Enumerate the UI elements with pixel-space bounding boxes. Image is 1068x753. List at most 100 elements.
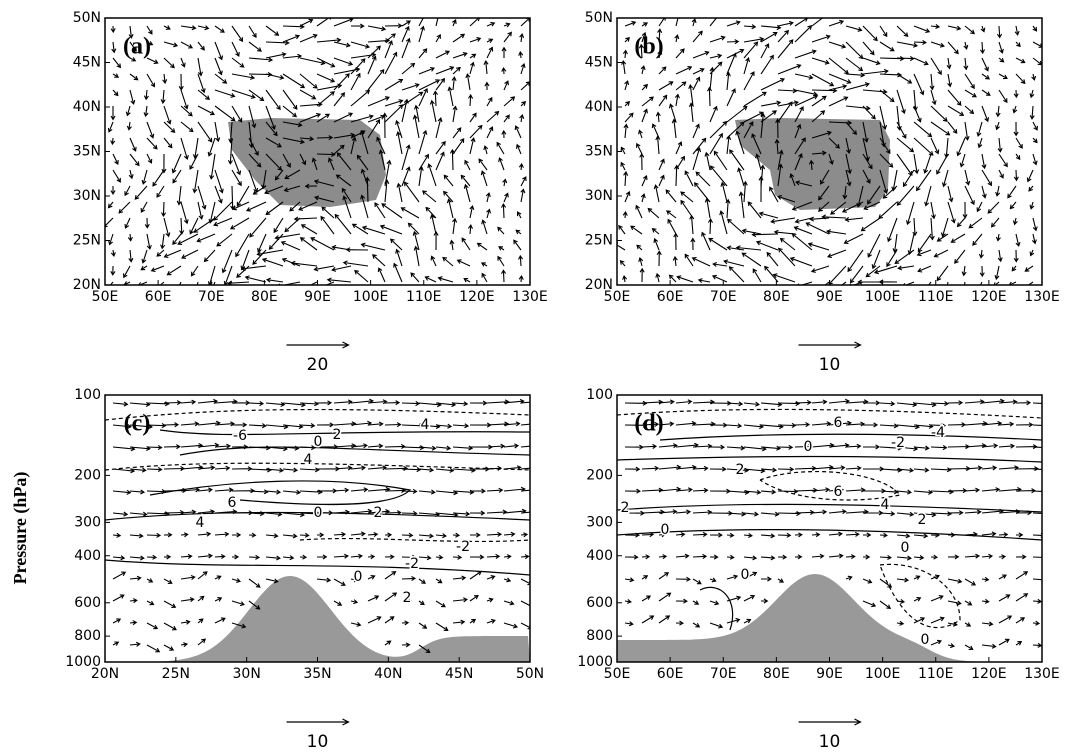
wind-vector bbox=[675, 141, 683, 155]
wind-vector bbox=[486, 509, 508, 515]
x-tick-label: 110E bbox=[918, 289, 954, 305]
wind-vector bbox=[896, 577, 910, 583]
wind-vector bbox=[456, 259, 471, 267]
wind-vector bbox=[789, 173, 796, 187]
wind-vector bbox=[936, 233, 949, 242]
wind-vector bbox=[503, 622, 519, 629]
wind-vector bbox=[623, 123, 629, 139]
wind-vector bbox=[658, 532, 667, 538]
wind-vector bbox=[964, 487, 981, 493]
wind-vector bbox=[624, 80, 630, 91]
wind-vector bbox=[486, 553, 501, 559]
wind-vector bbox=[930, 105, 948, 122]
wind-vector bbox=[350, 577, 359, 583]
wind-vector bbox=[128, 25, 134, 39]
wind-vector bbox=[1027, 281, 1034, 285]
wind-vector bbox=[692, 30, 703, 43]
y-tick-label: 800 bbox=[74, 628, 101, 644]
wind-vector bbox=[624, 101, 631, 107]
wind-vector bbox=[811, 399, 828, 405]
wind-vector bbox=[641, 443, 658, 449]
contour-line bbox=[699, 586, 734, 631]
wind-vector bbox=[684, 170, 694, 187]
wind-vector bbox=[129, 137, 137, 152]
wind-vector bbox=[401, 37, 411, 59]
wind-vector bbox=[384, 487, 406, 494]
x-tick-label: 25N bbox=[162, 666, 190, 682]
wind-vector bbox=[845, 25, 863, 32]
wind-vector bbox=[963, 41, 969, 50]
wind-vector bbox=[995, 121, 1000, 131]
wind-vector bbox=[367, 55, 377, 75]
wind-vector bbox=[172, 233, 182, 246]
wind-vector bbox=[214, 185, 223, 204]
panel bbox=[617, 18, 1042, 285]
wind-vector bbox=[997, 249, 1003, 263]
wind-vector bbox=[795, 180, 813, 187]
wind-vector bbox=[519, 33, 525, 43]
wind-vector bbox=[658, 443, 678, 449]
wind-vector bbox=[930, 137, 940, 155]
wind-vector bbox=[497, 226, 505, 235]
wind-vector bbox=[709, 132, 723, 155]
terrain bbox=[105, 576, 530, 662]
wind-vector bbox=[265, 153, 283, 171]
wind-vector bbox=[865, 265, 881, 278]
wind-vector bbox=[789, 256, 813, 267]
wind-vector bbox=[350, 443, 368, 449]
wind-vector bbox=[902, 169, 915, 188]
wind-vector bbox=[658, 158, 665, 171]
wind-vector bbox=[163, 41, 179, 48]
wind-vector bbox=[216, 233, 233, 247]
wind-vector bbox=[845, 443, 862, 449]
wind-vector bbox=[830, 201, 847, 215]
wind-vector bbox=[862, 600, 877, 608]
wind-vector bbox=[709, 488, 731, 494]
wind-vector bbox=[469, 554, 485, 560]
wind-vector bbox=[401, 98, 409, 123]
wind-vector bbox=[372, 254, 386, 267]
wind-vector bbox=[913, 137, 934, 156]
wind-vector bbox=[214, 597, 223, 602]
wind-vector bbox=[622, 49, 628, 59]
wind-vector bbox=[451, 76, 457, 91]
wind-vector bbox=[690, 237, 696, 251]
wind-vector bbox=[214, 73, 228, 84]
wind-vector bbox=[214, 169, 224, 194]
contour-label: 2 bbox=[374, 505, 383, 521]
wind-vector bbox=[483, 145, 489, 155]
wind-vector bbox=[486, 96, 493, 107]
wind-vector bbox=[964, 644, 974, 651]
wind-vector bbox=[483, 60, 489, 75]
wind-vector bbox=[738, 191, 745, 219]
wind-vector bbox=[658, 174, 665, 187]
x-tick-label: 110E bbox=[918, 666, 954, 682]
wind-vector bbox=[947, 643, 956, 649]
wind-vector bbox=[364, 176, 370, 203]
wind-vector bbox=[110, 265, 116, 276]
wind-vector bbox=[655, 135, 661, 155]
wind-vector bbox=[316, 73, 336, 83]
wind-vector bbox=[435, 18, 441, 27]
x-tick-label: 40N bbox=[374, 666, 402, 682]
wind-vector bbox=[845, 554, 856, 560]
wind-vector bbox=[293, 216, 318, 222]
contour-line bbox=[105, 559, 530, 576]
wind-vector bbox=[675, 620, 684, 626]
wind-vector bbox=[794, 123, 802, 139]
wind-vector bbox=[777, 488, 799, 494]
wind-vector bbox=[197, 89, 211, 100]
wind-vector bbox=[1028, 185, 1034, 192]
wind-vector bbox=[618, 224, 626, 235]
reference-vector-label: 20 bbox=[307, 355, 329, 375]
wind-vector bbox=[326, 277, 352, 283]
x-tick-label: 35N bbox=[303, 666, 331, 682]
wind-vector bbox=[313, 179, 335, 187]
wind-vector bbox=[709, 622, 724, 629]
wind-vector bbox=[990, 217, 1000, 228]
wind-vector bbox=[811, 18, 824, 27]
wind-vector bbox=[913, 39, 927, 45]
wind-vector bbox=[962, 201, 968, 219]
wind-vector bbox=[841, 281, 847, 285]
wind-vector bbox=[316, 422, 335, 428]
